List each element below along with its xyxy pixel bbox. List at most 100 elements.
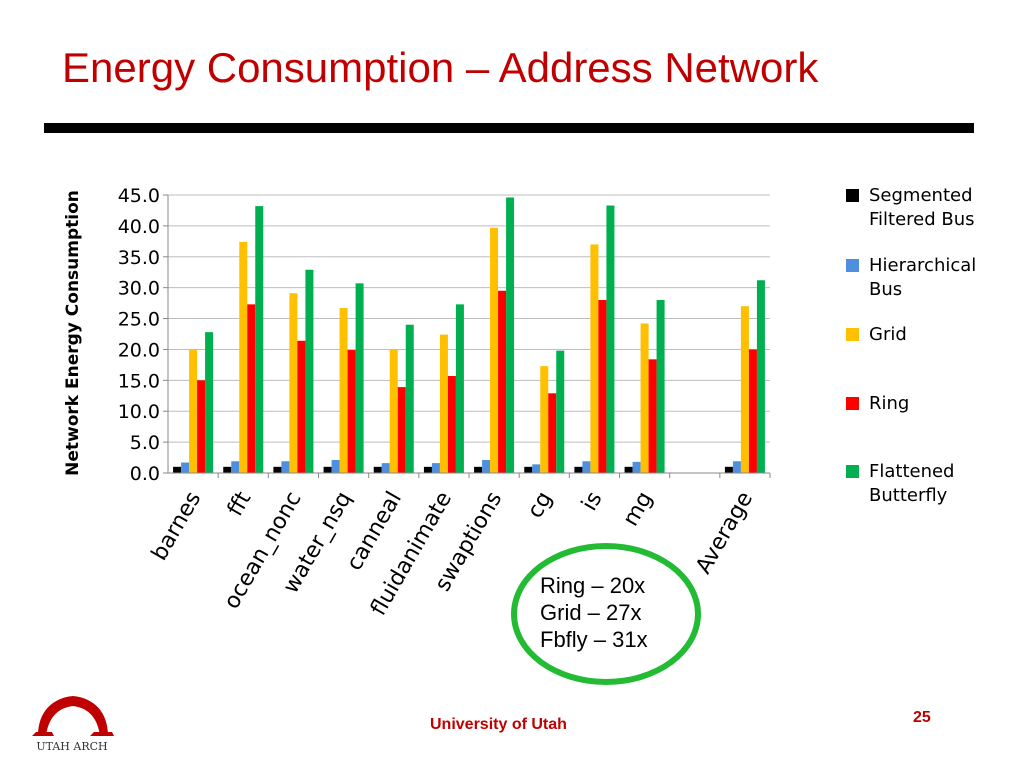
bar-grid <box>740 306 749 473</box>
page-number: 25 <box>913 709 931 726</box>
bar-flattened-butterfly <box>305 269 314 473</box>
bar-flattened-butterfly <box>455 304 464 473</box>
legend-item-ring: Ring <box>846 392 1009 416</box>
legend-swatch <box>846 328 859 341</box>
bar-ring <box>598 300 607 473</box>
y-tick-label: 40.0 <box>118 216 160 238</box>
bar-flattened-butterfly <box>355 283 364 473</box>
annotation-circle <box>511 543 701 685</box>
legend-item-flattened-butterfly: Flattened Butterfly <box>846 460 1009 508</box>
bar-ring <box>197 380 206 473</box>
y-tick-label: 35.0 <box>118 247 160 269</box>
bar-ring <box>347 350 356 473</box>
legend-label: Grid <box>869 324 907 345</box>
bar-hierarchical-bus <box>582 461 591 473</box>
bar-hierarchical-bus <box>482 460 491 473</box>
x-tick-label: fft <box>223 487 257 520</box>
bar-flattened-butterfly <box>756 280 765 473</box>
bar-hierarchical-bus <box>532 464 541 473</box>
bar-segmented-filtered-bus <box>574 466 583 473</box>
bar-ring <box>648 359 657 473</box>
bar-grid <box>640 323 649 473</box>
y-axis-label: Network Energy Consumption <box>63 190 83 476</box>
bar-flattened-butterfly <box>656 300 665 473</box>
legend-swatch <box>846 397 859 410</box>
y-tick-label: 45.0 <box>118 185 160 207</box>
bar-flattened-butterfly <box>556 350 565 473</box>
bar-segmented-filtered-bus <box>474 466 483 473</box>
x-tick-label: barnes <box>147 488 206 565</box>
bar-flattened-butterfly <box>255 206 264 473</box>
annotation-line-fbfly: Fbfly – 31x <box>540 627 648 652</box>
bar-segmented-filtered-bus <box>173 466 182 473</box>
utah-arch-logo: UTAH ARCH <box>32 696 114 752</box>
bar-flattened-butterfly <box>506 197 515 473</box>
bar-segmented-filtered-bus <box>423 466 432 473</box>
bar-segmented-filtered-bus <box>323 466 332 473</box>
x-tick-label: mg <box>618 488 657 531</box>
title-rule <box>44 123 974 133</box>
bar-ring <box>748 349 757 473</box>
slide-title: Energy Consumption – Address Network <box>62 44 819 91</box>
bar-ring <box>447 376 456 473</box>
legend-swatch <box>846 259 859 272</box>
legend-label: Hierarchical Bus <box>869 255 977 300</box>
legend-label: Segmented Filtered Bus <box>869 185 975 230</box>
bar-ring <box>548 393 557 473</box>
legend-swatch <box>846 465 859 478</box>
bar-segmented-filtered-bus <box>373 466 382 473</box>
bars <box>173 197 765 473</box>
bar-grid <box>389 349 398 473</box>
bar-grid <box>439 334 448 473</box>
x-tick-label: cg <box>523 488 558 523</box>
gridlines <box>168 194 770 443</box>
bar-segmented-filtered-bus <box>223 466 232 473</box>
bar-hierarchical-bus <box>381 463 390 473</box>
bar-hierarchical-bus <box>331 460 340 473</box>
bar-ring <box>498 290 507 473</box>
bar-segmented-filtered-bus <box>724 466 733 473</box>
bar-flattened-butterfly <box>606 205 615 473</box>
y-tick-label: 5.0 <box>130 432 160 454</box>
bar-flattened-butterfly <box>405 324 414 473</box>
x-tick-label: is <box>577 488 607 516</box>
y-tick-label: 30.0 <box>118 278 160 300</box>
x-tick-label: Average <box>691 488 758 579</box>
bar-hierarchical-bus <box>281 461 290 473</box>
bar-grid <box>490 227 499 473</box>
bar-flattened-butterfly <box>205 332 214 473</box>
bar-grid <box>540 366 549 473</box>
logo-text: UTAH ARCH <box>36 740 107 752</box>
arch-base <box>32 732 114 736</box>
bar-hierarchical-bus <box>231 461 240 473</box>
y-tick-label: 20.0 <box>118 339 160 361</box>
bar-segmented-filtered-bus <box>524 466 533 473</box>
arch-icon <box>38 696 108 736</box>
y-tick-label: 15.0 <box>118 370 160 392</box>
annotation-line-ring: Ring – 20x <box>540 573 646 598</box>
bar-ring <box>247 304 256 473</box>
bar-hierarchical-bus <box>431 463 440 473</box>
bar-hierarchical-bus <box>732 461 741 473</box>
bar-segmented-filtered-bus <box>624 466 633 473</box>
legend-swatch <box>846 189 859 202</box>
footer-text: University of Utah <box>430 716 567 733</box>
legend-item-segmented-filtered-bus: Segmented Filtered Bus <box>846 184 1009 232</box>
y-tick-label: 10.0 <box>118 401 160 423</box>
legend-label: Ring <box>869 393 910 414</box>
bar-segmented-filtered-bus <box>273 466 282 473</box>
bar-grid <box>590 244 599 473</box>
bar-grid <box>339 308 348 473</box>
bar-grid <box>289 293 298 473</box>
annotation-text: Ring – 20x Grid – 27x Fbfly – 31x <box>540 572 648 653</box>
bar-hierarchical-bus <box>181 462 190 473</box>
bar-grid <box>189 350 198 473</box>
bar-ring <box>397 387 406 473</box>
bar-grid <box>239 241 248 473</box>
legend-item-grid: Grid <box>846 323 1009 347</box>
legend-label: Flattened Butterfly <box>869 461 955 506</box>
bar-hierarchical-bus <box>632 461 641 473</box>
annotation-line-grid: Grid – 27x <box>540 600 642 625</box>
y-tick-label: 0.0 <box>130 463 160 485</box>
